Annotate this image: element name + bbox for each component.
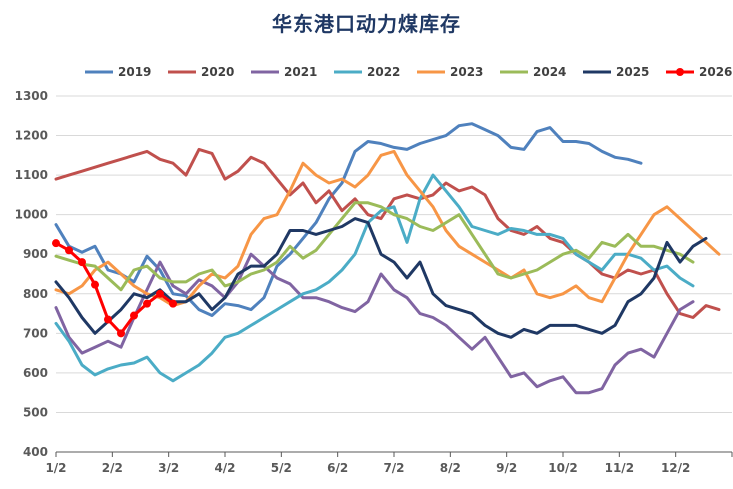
- data-point-2026: [130, 311, 138, 320]
- legend-label: 2022: [367, 65, 400, 79]
- y-tick-label: 400: [23, 445, 48, 459]
- legend-item-2024: 2024: [500, 65, 566, 79]
- legend-label: 2019: [118, 65, 151, 79]
- data-point-2026: [169, 299, 177, 308]
- legend-item-2021: 2021: [251, 65, 317, 79]
- data-point-2026: [78, 258, 86, 267]
- chart-title: 华东港口动力煤库存: [272, 12, 461, 36]
- series-line-2025: [54, 217, 708, 339]
- legend-label: 2024: [533, 65, 566, 79]
- x-tick-label: 4/2: [214, 461, 235, 475]
- y-tick-label: 1200: [15, 129, 48, 143]
- data-point-2026: [52, 239, 60, 248]
- x-tick-label: 1/2: [45, 461, 66, 475]
- legend-item-2020: 2020: [168, 65, 234, 79]
- series-line-2022: [54, 173, 695, 383]
- x-tick-label: 8/2: [440, 461, 461, 475]
- y-tick-label: 800: [23, 287, 48, 301]
- data-point-2026: [91, 280, 99, 289]
- x-tick-label: 3/2: [158, 461, 179, 475]
- y-tick-label: 900: [23, 247, 48, 261]
- legend-label: 2020: [201, 65, 234, 79]
- x-tick-label: 9/2: [496, 461, 517, 475]
- legend-item-2022: 2022: [334, 65, 400, 79]
- y-tick-label: 1000: [15, 208, 48, 222]
- x-axis-ticks: 1/2 2/2 3/2 4/2 5/2 6/2 7/2 8/2 9/2 10/2 11/2 12/2: [45, 452, 733, 475]
- series-line-2024: [54, 201, 695, 292]
- legend-marker: [676, 68, 684, 76]
- legend-item-2026: 2026: [666, 65, 732, 79]
- x-tick-label: 6/2: [327, 461, 348, 475]
- legend: 2019 2020 2021 2022 2023 2024 2025 2026: [85, 65, 732, 79]
- y-tick-label: 600: [23, 366, 48, 380]
- legend-item-2025: 2025: [583, 65, 649, 79]
- y-tick-label: 1300: [15, 89, 48, 103]
- series-line-2023: [54, 149, 721, 308]
- series-line-2026: [54, 241, 175, 335]
- y-tick-label: 700: [23, 326, 48, 340]
- x-tick-label: 7/2: [383, 461, 404, 475]
- data-point-2026: [117, 329, 125, 338]
- x-tick-label: 12/2: [661, 461, 690, 475]
- y-axis-ticks: 400 500 600 700 800 900 1000 1100 1200 1300: [15, 89, 48, 459]
- x-tick-label: 11/2: [605, 461, 634, 475]
- series-line-2021: [54, 252, 695, 395]
- series-line-2019: [54, 122, 643, 317]
- legend-label: 2021: [284, 65, 317, 79]
- series-lines: [52, 122, 721, 395]
- x-tick-label: 2/2: [102, 461, 123, 475]
- data-point-2026: [104, 315, 112, 324]
- data-point-2026: [65, 246, 73, 255]
- gridlines: [56, 95, 732, 453]
- x-tick-label: 5/2: [271, 461, 292, 475]
- data-point-2026: [143, 299, 151, 308]
- data-point-2026: [156, 289, 164, 298]
- legend-item-2023: 2023: [417, 65, 483, 79]
- legend-label: 2025: [616, 65, 649, 79]
- y-tick-label: 500: [23, 405, 48, 419]
- x-tick-label: 10/2: [548, 461, 577, 475]
- legend-label: 2023: [450, 65, 483, 79]
- y-tick-label: 1100: [15, 168, 48, 182]
- legend-label: 2026: [699, 65, 732, 79]
- legend-item-2019: 2019: [85, 65, 151, 79]
